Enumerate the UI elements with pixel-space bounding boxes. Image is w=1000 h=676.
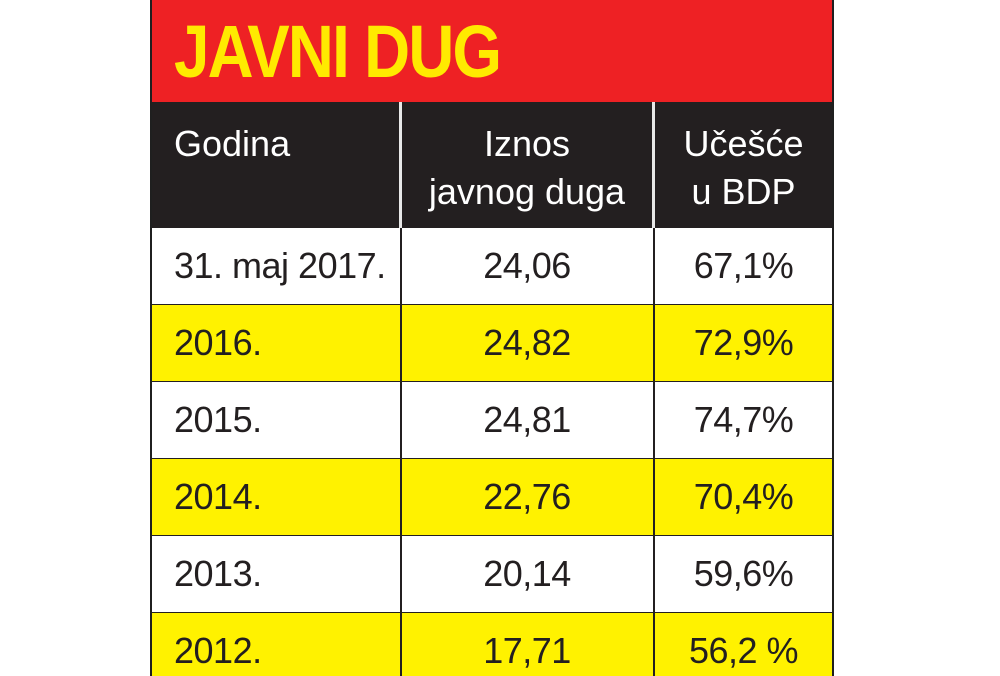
header-iznos-line-2: javnog duga [428,171,626,212]
title-bar: JAVNI DUG [152,0,832,102]
body-divider-2 [653,228,655,676]
header-ucesce-line-2: u BDP [691,171,796,212]
header-iznos-line-1: Iznos [483,123,571,164]
header-row: Godina Iznos javnog duga Učešće u BDP [152,102,832,228]
cell-godina: 2012. [174,630,262,671]
cell-iznos: 22,76 [483,476,571,517]
header-divider-2 [652,102,655,228]
cell-godina: 2014. [174,476,262,517]
cell-godina: 31. maj 2017. [174,245,386,286]
header-divider-1 [399,102,402,228]
table-row: 2016. 24,82 72,9% [152,305,832,382]
cell-ucesce: 56,2 % [688,630,799,671]
cell-ucesce: 72,9% [693,322,794,363]
cell-ucesce: 67,1% [693,245,794,286]
cell-iznos: 24,82 [483,322,571,363]
table-row: 2012. 17,71 56,2 % [152,613,832,676]
cell-ucesce: 70,4% [693,476,794,517]
cell-godina: 2016. [174,322,262,363]
header-ucesce-line-1: Učešće [683,123,804,164]
cell-iznos: 24,81 [483,399,571,440]
table-row: 31. maj 2017. 24,06 67,1% [152,228,832,305]
header-ucesce: Učešće u BDP [655,120,832,216]
header-iznos: Iznos javnog duga [402,120,652,216]
cell-iznos: 24,06 [483,245,571,286]
cell-iznos: 17,71 [483,630,571,671]
cell-godina: 2013. [174,553,262,594]
cell-ucesce: 74,7% [693,399,794,440]
table-row: 2015. 24,81 74,7% [152,382,832,459]
body-divider-1 [400,228,402,676]
table-row: 2013. 20,14 59,6% [152,536,832,613]
cell-godina: 2015. [174,399,262,440]
table-row: 2014. 22,76 70,4% [152,459,832,536]
cell-ucesce: 59,6% [693,553,794,594]
cell-iznos: 20,14 [483,553,571,594]
table-title: JAVNI DUG [174,10,502,93]
header-godina-line: Godina [174,123,291,164]
header-godina: Godina [174,120,399,168]
debt-table-graphic: JAVNI DUG Godina Iznos javnog duga Učešć… [150,0,834,676]
